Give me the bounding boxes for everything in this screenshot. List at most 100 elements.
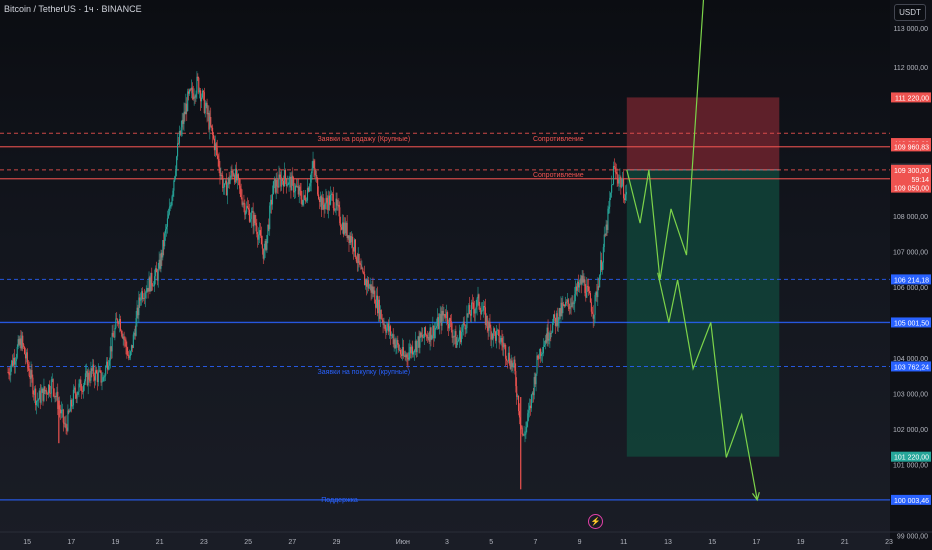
time-tick-label: 25 bbox=[244, 539, 252, 546]
candle-down bbox=[545, 340, 547, 343]
price-axis[interactable]: 113 000,00 112 000,00 108 000,00 107 000,00… bbox=[890, 0, 932, 550]
candle-down bbox=[53, 388, 55, 397]
candle-up bbox=[555, 313, 557, 326]
candle-up bbox=[25, 352, 27, 359]
candle-up bbox=[611, 184, 613, 193]
candle-up bbox=[272, 181, 274, 195]
candle-down bbox=[96, 373, 98, 383]
candle-up bbox=[536, 355, 538, 374]
candle-up bbox=[485, 315, 487, 325]
candle-up bbox=[564, 301, 567, 307]
candle-down bbox=[149, 277, 151, 292]
candle-up bbox=[130, 351, 132, 356]
candle-down bbox=[316, 175, 318, 179]
candle-up bbox=[376, 295, 378, 308]
candle-down bbox=[392, 334, 394, 345]
candle-down bbox=[80, 379, 82, 391]
candle-down bbox=[447, 312, 449, 324]
candle-up bbox=[586, 286, 588, 298]
candle-down bbox=[155, 268, 157, 273]
candle-up bbox=[54, 396, 56, 397]
candle-up bbox=[177, 143, 179, 157]
candle-up bbox=[523, 434, 525, 436]
candle-down bbox=[192, 93, 194, 100]
candle-down bbox=[323, 204, 325, 210]
candle-down bbox=[327, 202, 329, 211]
candle-down bbox=[82, 391, 84, 392]
candle-up bbox=[597, 286, 599, 298]
candle-down bbox=[260, 235, 262, 245]
candle-up bbox=[417, 336, 419, 342]
candle-up bbox=[308, 186, 310, 192]
candle-up bbox=[106, 361, 108, 368]
currency-selector[interactable]: USDT bbox=[894, 4, 926, 21]
candle-up bbox=[14, 361, 16, 365]
candle-down bbox=[515, 370, 517, 387]
candle-down bbox=[344, 222, 346, 234]
candle-down bbox=[13, 357, 16, 365]
candle-down bbox=[554, 317, 556, 326]
candle-down bbox=[243, 203, 245, 205]
candle-down bbox=[380, 309, 382, 319]
candle-up bbox=[377, 299, 380, 314]
time-axis[interactable]: 15 17 19 21 23 25 27 29 Июн 3 5 7 9 11 13 15 17 19 21 23 bbox=[0, 531, 932, 546]
candle-up bbox=[436, 317, 439, 327]
candle-down bbox=[486, 315, 488, 327]
lightning-icon[interactable]: ⚡ bbox=[588, 514, 603, 529]
candle-down bbox=[333, 208, 335, 211]
candle-down bbox=[449, 318, 451, 322]
candle-up bbox=[11, 360, 13, 368]
candle-up bbox=[583, 279, 585, 283]
candle-down bbox=[213, 138, 215, 151]
candle-down bbox=[261, 244, 263, 249]
time-tick-label: 21 bbox=[841, 539, 849, 546]
candle-up bbox=[470, 302, 473, 316]
candle-down bbox=[568, 304, 570, 309]
candle-down bbox=[358, 254, 360, 263]
candle-down bbox=[202, 90, 204, 93]
candle-up bbox=[529, 405, 531, 411]
candle-down bbox=[350, 235, 352, 243]
candle-down bbox=[186, 103, 188, 112]
candle-down bbox=[352, 236, 354, 248]
candle-up bbox=[527, 413, 529, 423]
candle-up bbox=[411, 346, 413, 354]
symbol-title[interactable]: Bitcoin / TetherUS · 1ч · BINANCE bbox=[4, 4, 142, 14]
candle-down bbox=[564, 304, 566, 307]
candle-down bbox=[244, 203, 246, 215]
candle-down bbox=[280, 176, 282, 187]
candle-up bbox=[97, 371, 99, 383]
candle-up bbox=[166, 218, 168, 227]
candle-up bbox=[513, 359, 515, 364]
candle-down bbox=[206, 102, 208, 115]
candle-down bbox=[216, 147, 218, 156]
candle-down bbox=[422, 334, 424, 338]
candle-down bbox=[238, 178, 240, 186]
candle-up bbox=[291, 175, 293, 191]
candle-up bbox=[286, 184, 288, 186]
candle-up bbox=[173, 180, 175, 191]
candle-up bbox=[60, 409, 63, 414]
candle-up bbox=[176, 156, 178, 171]
candle-up bbox=[610, 192, 612, 198]
candle-up bbox=[306, 187, 309, 201]
candle-down bbox=[277, 186, 279, 188]
candle-down bbox=[219, 168, 221, 177]
candle-down bbox=[587, 286, 589, 287]
price-tick-label: 104 000,00 bbox=[893, 356, 928, 363]
candle-down bbox=[363, 271, 365, 275]
candle-down bbox=[540, 349, 542, 356]
candle-down bbox=[254, 215, 256, 223]
candle-down bbox=[124, 339, 126, 341]
candle-up bbox=[193, 96, 195, 100]
candle-up bbox=[409, 347, 411, 353]
candle-up bbox=[482, 310, 484, 312]
candle-up bbox=[109, 346, 111, 361]
candle-down bbox=[406, 354, 408, 358]
price-tick-label: 99 000,00 bbox=[897, 534, 928, 541]
candle-up bbox=[349, 235, 351, 243]
candle-up bbox=[171, 196, 173, 206]
projection-arrows bbox=[626, 0, 760, 502]
